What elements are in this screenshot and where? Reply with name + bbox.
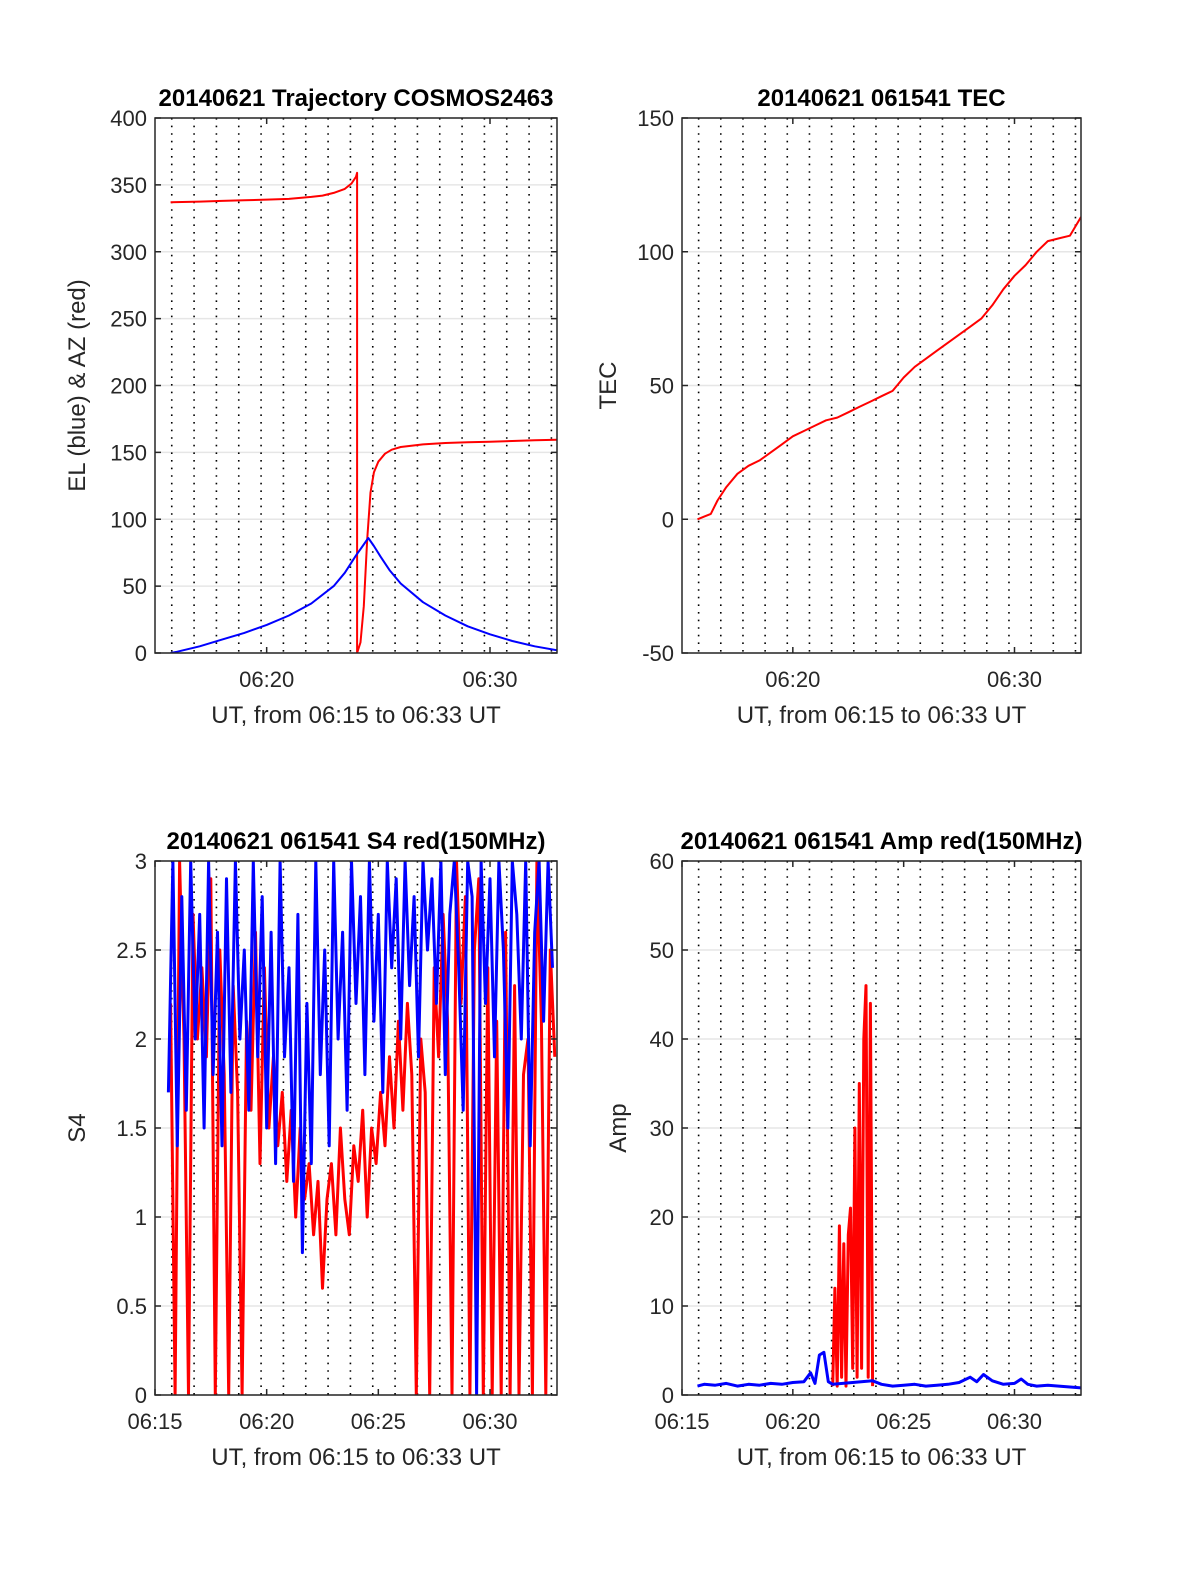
- x-axis-label: UT, from 06:15 to 06:33 UT: [737, 1444, 1027, 1471]
- series-line-2: [166, 861, 554, 1395]
- y-tick-label: 0.5: [116, 1294, 147, 1319]
- y-tick-label: 400: [110, 106, 147, 131]
- y-axis-label: TEC: [595, 362, 622, 410]
- y-tick-label: 1.5: [116, 1116, 147, 1141]
- series-group: [170, 171, 557, 653]
- x-axis-label: UT, from 06:15 to 06:33 UT: [737, 702, 1027, 729]
- x-tick-label: 06:20: [765, 1409, 820, 1434]
- y-tick-label: 1: [135, 1205, 147, 1230]
- x-axis-label: UT, from 06:15 to 06:33 UT: [211, 1444, 501, 1471]
- series-group: [697, 216, 1081, 521]
- y-tick-label: 0: [135, 641, 147, 666]
- series-line-1: [831, 984, 875, 1388]
- y-axis-label: Amp: [605, 1103, 632, 1152]
- chart-panel-2: -50 0 50 100 150 06:20 06:30 UT, from 06:15 to …: [595, 85, 1082, 729]
- series-line-2: [170, 537, 557, 653]
- chart-panel-4: 0 10 20 30 40 50 60 06:15 06:20 06:25 06:30 UT, fro…: [605, 828, 1083, 1471]
- y-tick-label: 60: [650, 849, 674, 874]
- y-tick-label: 150: [110, 440, 147, 465]
- y-tick-label: 150: [637, 106, 674, 131]
- y-tick-label: 10: [650, 1294, 674, 1319]
- series-line-1: [169, 861, 557, 1395]
- x-tick-label: 06:15: [654, 1409, 709, 1434]
- x-tick-label: 06:25: [876, 1409, 931, 1434]
- x-tick-label: 06:30: [987, 667, 1042, 692]
- x-tick-label: 06:20: [239, 1409, 294, 1434]
- y-tick-label: 50: [650, 938, 674, 963]
- y-tick-label: 350: [110, 173, 147, 198]
- y-tick-label: 250: [110, 307, 147, 332]
- y-tick-label: 0: [662, 507, 674, 532]
- x-tick-label: 06:30: [987, 1409, 1042, 1434]
- y-tick-label: 2: [135, 1027, 147, 1052]
- y-tick-label: 200: [110, 374, 147, 399]
- y-tick-label: 300: [110, 240, 147, 265]
- series-line-1: [170, 171, 557, 653]
- x-axis-label: UT, from 06:15 to 06:33 UT: [211, 702, 501, 729]
- series-group: [166, 861, 557, 1395]
- y-axis-label: S4: [64, 1113, 91, 1142]
- chart-title: 20140621 Trajectory COSMOS2463: [159, 85, 554, 112]
- x-tick-label: 06:30: [462, 1409, 517, 1434]
- x-tick-label: 06:20: [239, 667, 294, 692]
- chart-title: 20140621 061541 Amp red(150MHz): [680, 828, 1082, 855]
- chart-title: 20140621 061541 TEC: [757, 85, 1005, 112]
- series-line-1: [697, 216, 1081, 521]
- y-tick-label: 100: [110, 507, 147, 532]
- y-tick-label: 100: [637, 240, 674, 265]
- y-tick-label: 3: [135, 849, 147, 874]
- y-tick-label: 0: [135, 1383, 147, 1408]
- chart-panel-1: 0 50 100 150 200 250 300 350 400 06:20 06:30 UT, fr…: [64, 85, 558, 729]
- y-tick-label: 2.5: [116, 938, 147, 963]
- chart-panel-3: 0 0.5 1 1.5 2 2.5 3 06:15 06:20 06:25 06:30 UT, fro…: [64, 828, 558, 1471]
- series-line-2: [697, 1350, 1081, 1390]
- x-tick-label: 06:20: [765, 667, 820, 692]
- x-tick-label: 06:30: [462, 667, 517, 692]
- y-tick-label: 20: [650, 1205, 674, 1230]
- y-tick-label: -50: [642, 641, 674, 666]
- y-tick-label: 50: [650, 374, 674, 399]
- y-tick-label: 50: [123, 574, 147, 599]
- series-group: [697, 984, 1081, 1390]
- y-tick-label: 0: [662, 1383, 674, 1408]
- x-tick-label: 06:15: [127, 1409, 182, 1434]
- chart-title: 20140621 061541 S4 red(150MHz): [167, 828, 546, 855]
- x-tick-label: 06:25: [351, 1409, 406, 1434]
- y-tick-label: 30: [650, 1116, 674, 1141]
- y-axis-label: EL (blue) & AZ (red): [64, 279, 91, 492]
- y-tick-label: 40: [650, 1027, 674, 1052]
